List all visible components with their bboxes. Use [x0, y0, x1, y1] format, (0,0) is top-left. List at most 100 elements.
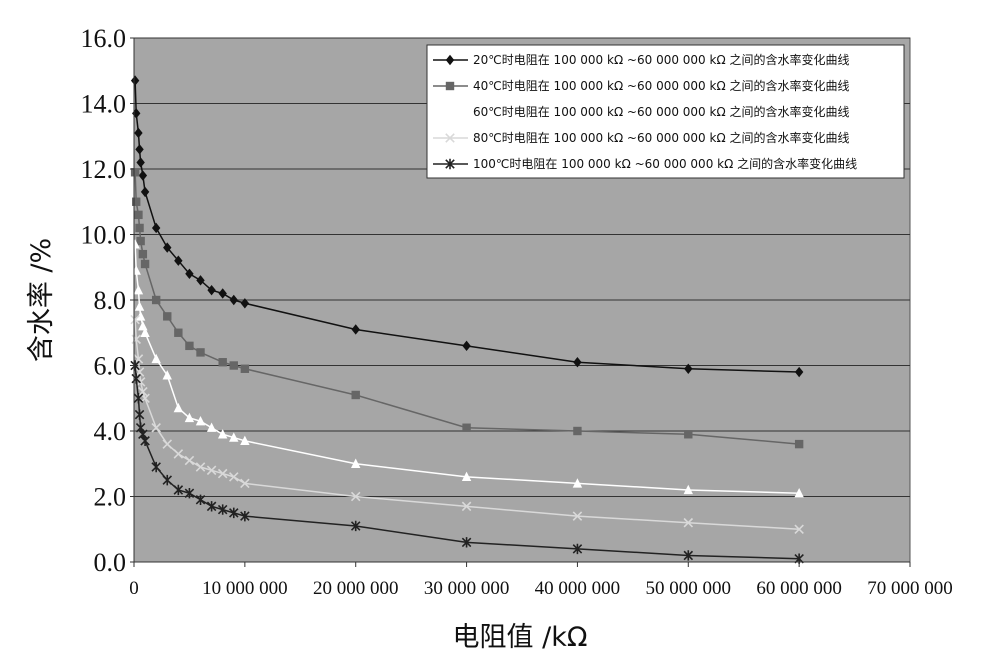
series-3-point-10: [184, 455, 195, 466]
series-3-point-8: [162, 439, 173, 449]
series-4-point-9: [173, 484, 184, 496]
legend-marker-2: [445, 106, 455, 117]
series-1-point-10: [185, 341, 194, 351]
series-3-point-0: [130, 314, 140, 325]
series-2-point-9: [173, 402, 184, 413]
series-4-point-2: [133, 393, 144, 404]
series-2-point-3: [134, 301, 145, 311]
legend-box: [426, 44, 905, 179]
series-4-point-1: [131, 373, 141, 384]
series-4-point-14: [229, 507, 239, 519]
series-1-point-6: [140, 259, 150, 269]
series-2-point-2: [133, 284, 144, 295]
x-tick-label-5: 50 000 000: [646, 578, 732, 599]
legend-label-2: 60℃时电阻在 100 000 kΩ ~60 000 000 kΩ 之间的含水率…: [473, 104, 849, 119]
y-axis-label: 含水率 /%: [26, 238, 57, 362]
series-3-point-20: [794, 524, 804, 535]
series-1-point-4: [136, 236, 145, 246]
series-1-point-18: [684, 430, 693, 439]
series-0-point-4: [136, 157, 145, 168]
legend-marker-4: [445, 158, 455, 170]
legend-label-1: 40℃时电阻在 100 000 kΩ ~60 000 000 kΩ 之间的含水率…: [473, 78, 849, 93]
series-3-point-17: [461, 501, 472, 512]
series-0-point-3: [135, 144, 144, 155]
series-4-point-6: [140, 435, 150, 447]
series-0-point-11: [196, 275, 205, 286]
series-1-point-15: [351, 390, 360, 400]
series-1-point-14: [240, 364, 250, 373]
x-tick-label-4: 40 000 000: [535, 578, 621, 599]
series-2-point-11: [195, 415, 206, 426]
series-4-point-16: [350, 520, 361, 532]
series-1: [130, 168, 804, 449]
y-tick-label-2: 4.0: [94, 417, 127, 446]
y-tick-labels: 0.0 2.0 4.0 6.0 8.0 10.0 12.0 14.0 16.0: [81, 24, 134, 577]
y-tick-label-6: 12.0: [81, 155, 127, 184]
series-1-point-17: [573, 426, 582, 436]
series-0-point-6: [140, 186, 150, 198]
legend-marker-0: [445, 54, 455, 66]
series-1-point-2: [134, 210, 143, 220]
legend-marker-1: [445, 81, 455, 91]
series-4-point-17: [461, 537, 472, 548]
x-tick-label-7: 70 000 000: [867, 578, 953, 599]
series-0: [130, 75, 804, 378]
series-2-point-12: [206, 422, 217, 432]
series-4-point-13: [217, 504, 228, 515]
series-4-point-18: [572, 543, 583, 555]
legend-label-0: 20℃时电阻在 100 000 kΩ ~60 000 000 kΩ 之间的含水率…: [473, 52, 849, 67]
legend-item-1: 40℃时电阻在 100 000 kΩ ~60 000 000 kΩ 之间的含水率…: [433, 78, 849, 93]
series-4-point-8: [162, 474, 173, 486]
x-tick-label-6: 60 000 000: [756, 578, 842, 599]
series-2: [130, 239, 804, 498]
series-0-point-8: [163, 242, 172, 253]
series-0-point-19: [684, 363, 693, 374]
series-3-point-19: [683, 517, 694, 528]
series-2-point-17: [461, 471, 472, 482]
x-axis-label: 电阻值 /kΩ: [453, 622, 588, 653]
x-tick-label-0: 0: [129, 578, 139, 599]
series-1-point-16: [462, 423, 471, 432]
series-3-point-12: [206, 465, 217, 476]
series-0-point-15: [240, 298, 250, 309]
series-0-point-13: [218, 288, 227, 299]
series-1-point-12: [218, 358, 227, 367]
series-2-point-19: [683, 484, 693, 495]
series-2-point-8: [162, 370, 172, 380]
series-2-point-7: [151, 353, 161, 364]
series-0-point-14: [229, 294, 238, 306]
series-4-point-12: [206, 501, 217, 512]
y-tick-label-3: 6.0: [94, 352, 127, 381]
legend-item-0: 20℃时电阻在 100 000 kΩ ~60 000 000 kΩ 之间的含水率…: [433, 52, 849, 67]
series-4-point-7: [151, 461, 161, 473]
series-2-point-13: [217, 429, 228, 439]
series-1-point-11: [196, 348, 205, 357]
legend-label-4: 100℃时电阻在 100 000 kΩ ~60 000 000 kΩ 之间的含水…: [473, 156, 857, 171]
series-1-point-5: [138, 249, 148, 259]
series-3-point-5: [138, 386, 148, 397]
series-4-point-15: [240, 510, 250, 522]
series-3-point-15: [240, 478, 250, 489]
series-1-point-9: [174, 328, 183, 337]
series-3-point-4: [135, 377, 146, 387]
legend-marker-3: [445, 133, 455, 143]
series-3-point-11: [195, 462, 206, 472]
series-3-point-1: [131, 334, 141, 345]
series-2-point-15: [240, 435, 250, 446]
series-0-point-16: [351, 324, 360, 335]
y-tick-label-5: 10.0: [81, 221, 127, 250]
series-4-point-11: [195, 494, 206, 505]
series-2-point-4: [135, 311, 146, 321]
series-2-point-0: [130, 239, 140, 249]
series-2-point-18: [572, 478, 583, 488]
series-1-point-13: [229, 361, 238, 370]
series-2-point-6: [140, 327, 150, 337]
series-3-point-14: [229, 472, 239, 482]
series-1-point-19: [794, 439, 804, 449]
y-tick-label-7: 14.0: [81, 90, 127, 119]
series-0-point-20: [794, 366, 804, 378]
legend-item-4: 100℃时电阻在 100 000 kΩ ~60 000 000 kΩ 之间的含水…: [433, 156, 857, 171]
series-4-point-0: [130, 360, 140, 371]
y-tick-label-0: 0.0: [94, 548, 127, 577]
